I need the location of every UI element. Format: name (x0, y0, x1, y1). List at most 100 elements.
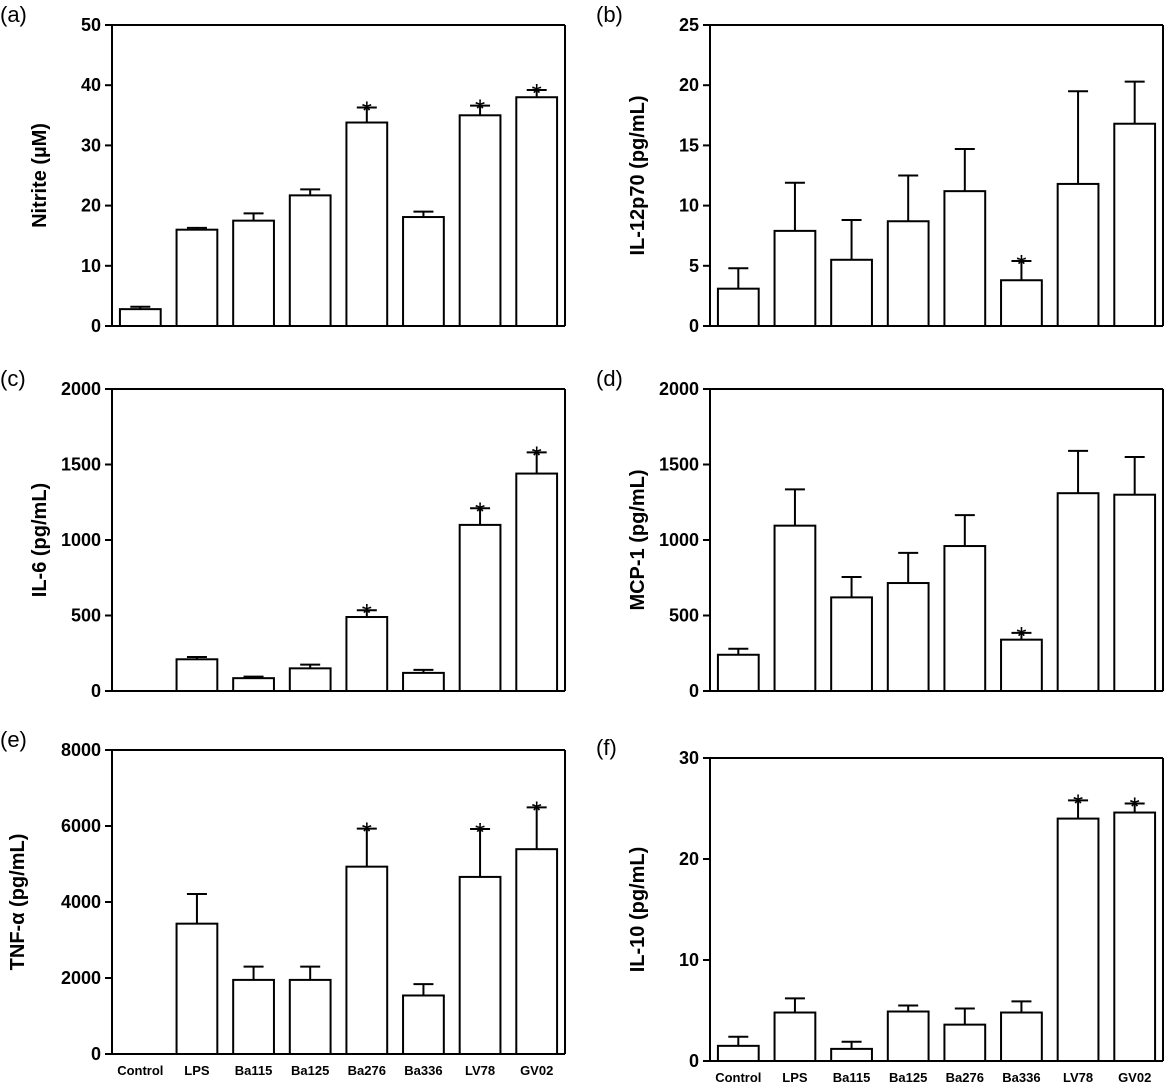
y-tick-label: 1000 (61, 530, 101, 550)
y-tick-label: 500 (71, 606, 101, 626)
significance-star: * (1016, 621, 1026, 651)
x-tick-label: Ba276 (348, 1063, 386, 1078)
bar (175, 228, 219, 327)
bar (886, 1010, 930, 1063)
bar (515, 96, 559, 327)
bar (830, 1047, 873, 1063)
significance-star: * (1130, 791, 1140, 821)
significance-star: * (475, 94, 485, 124)
y-tick-label: 2000 (61, 968, 101, 988)
y-tick-label: 1500 (659, 455, 699, 475)
y-tick-label: 15 (679, 135, 699, 155)
y-tick-label: 20 (81, 196, 101, 216)
bar (118, 308, 162, 328)
y-tick-label: 25 (679, 15, 699, 35)
bar (345, 121, 389, 327)
bar (1056, 182, 1100, 327)
bar (175, 658, 219, 692)
bar (402, 671, 445, 693)
bar (830, 258, 873, 327)
bar (232, 978, 275, 1056)
panel-label: (e) (0, 727, 27, 752)
significance-star: * (475, 817, 485, 847)
x-tick-label: Ba125 (291, 1063, 329, 1078)
bar (886, 220, 930, 327)
chart-panel: (c) IL-6 (pg/mL) 0 500 1000 1500 2000 * * * (0, 366, 566, 701)
y-tick-label: 10 (679, 196, 699, 216)
bar (716, 287, 760, 327)
significance-star: * (1016, 249, 1026, 279)
y-tick-label: 20 (679, 849, 699, 869)
bar (886, 582, 930, 692)
panel-label: (c) (0, 366, 26, 391)
bar (458, 114, 502, 327)
chart-panel: (a) Nitrite (µM) 0 10 20 30 40 50 * * * (0, 2, 566, 336)
significance-star: * (532, 78, 542, 108)
bar (345, 616, 389, 693)
significance-star: * (532, 440, 542, 470)
x-tick-label: LPS (184, 1063, 210, 1078)
bar (716, 1044, 760, 1062)
y-tick-label: 0 (689, 316, 699, 336)
x-tick-label: Control (715, 1070, 761, 1084)
y-axis-label: MCP-1 (pg/mL) (627, 469, 649, 610)
x-tick-label: GV02 (1118, 1070, 1151, 1084)
y-tick-label: 10 (679, 950, 699, 970)
bar (515, 848, 559, 1055)
x-tick-label: Ba115 (833, 1070, 871, 1084)
chart-panel: (d) MCP-1 (pg/mL) 0 500 1000 1500 2000 * (596, 366, 1164, 701)
y-tick-label: 0 (689, 1051, 699, 1071)
y-tick-label: 2000 (61, 379, 101, 399)
y-tick-label: 500 (669, 606, 699, 626)
y-axis-label: Nitrite (µM) (29, 123, 51, 228)
y-axis-label: IL-10 (pg/mL) (627, 847, 649, 973)
y-tick-label: 6000 (61, 816, 101, 836)
chart-panel: (f) IL-10 (pg/mL) 0 10 20 30 Control LPS Ba115 Ba… (596, 735, 1164, 1084)
bar (288, 667, 332, 692)
panel-label: (b) (596, 2, 623, 27)
panel-label: (d) (596, 366, 623, 391)
y-tick-label: 5 (689, 256, 699, 276)
bar (458, 875, 502, 1055)
bar (288, 978, 332, 1056)
bar (345, 865, 389, 1055)
x-tick-label: Ba336 (1002, 1070, 1040, 1084)
bar (458, 523, 502, 693)
chart-panel: (e) TNF-α (pg/mL) 0 2000 4000 6000 8000 Control… (0, 727, 566, 1078)
y-tick-label: 8000 (61, 740, 101, 760)
y-tick-label: 10 (81, 256, 101, 276)
x-tick-label: LV78 (465, 1063, 495, 1078)
y-tick-label: 4000 (61, 892, 101, 912)
bar (943, 190, 987, 327)
significance-star: * (475, 496, 485, 526)
bar (773, 524, 817, 693)
bar (175, 922, 219, 1055)
y-tick-label: 20 (679, 75, 699, 95)
bar (288, 194, 332, 327)
bar (1000, 279, 1043, 327)
bar (1000, 1011, 1043, 1063)
y-axis-label: IL-6 (pg/mL) (29, 483, 51, 597)
x-tick-label: Control (117, 1063, 163, 1078)
significance-star: * (362, 817, 372, 847)
panel-label: (a) (0, 2, 27, 27)
bar (773, 1011, 817, 1063)
y-tick-label: 0 (91, 681, 101, 701)
bar (943, 545, 987, 692)
y-axis-label: IL-12p70 (pg/mL) (627, 95, 649, 255)
bar (1113, 811, 1157, 1062)
significance-star: * (362, 95, 372, 125)
y-tick-label: 50 (81, 15, 101, 35)
y-tick-label: 0 (689, 681, 699, 701)
significance-star: * (532, 795, 542, 825)
bar (515, 472, 559, 692)
bar (1113, 122, 1157, 327)
bar (402, 994, 445, 1055)
y-tick-label: 2000 (659, 379, 699, 399)
y-axis-label: TNF-α (pg/mL) (7, 834, 29, 971)
significance-star: * (362, 598, 372, 628)
y-tick-label: 1000 (659, 530, 699, 550)
x-tick-label: Ba125 (889, 1070, 927, 1084)
bar (943, 1023, 987, 1063)
